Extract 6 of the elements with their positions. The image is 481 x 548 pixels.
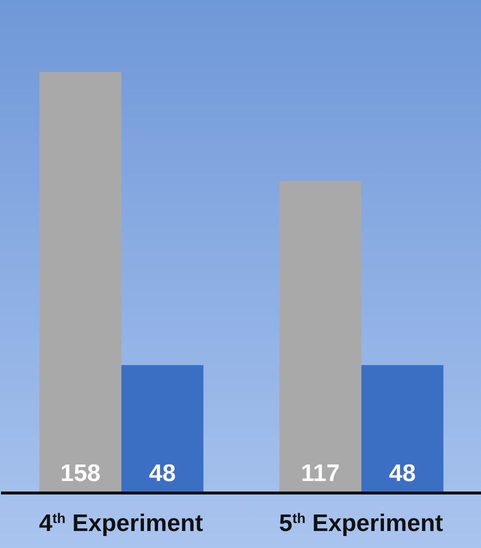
data-label: 48 — [149, 460, 176, 487]
x-tick-label: 4$^{th}$ Experiment — [39, 510, 203, 537]
data-label: 117 — [301, 460, 340, 487]
data-label: 158 — [60, 460, 100, 487]
x-tick-label: 5$^{th}$ Experiment — [279, 510, 443, 537]
data-label: 48 — [389, 460, 416, 487]
